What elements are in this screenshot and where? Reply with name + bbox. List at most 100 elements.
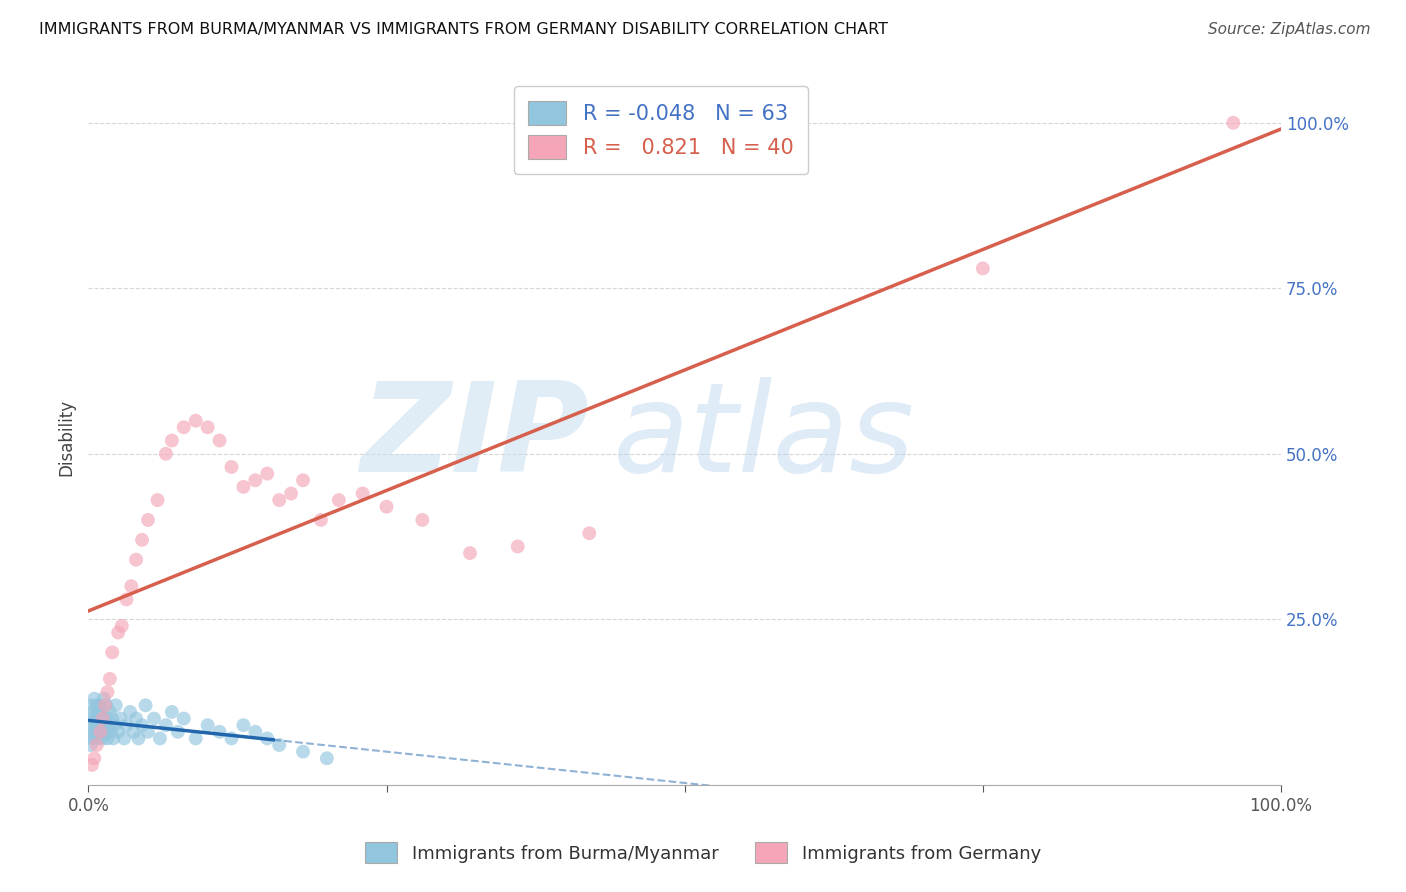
- Point: [82, 705, 104, 719]
- Point: [245, 724, 267, 739]
- Point: [89, 724, 111, 739]
- Point: [115, 592, 138, 607]
- Point: [93, 691, 115, 706]
- Point: [100, 724, 122, 739]
- Point: [197, 718, 219, 732]
- Point: [131, 718, 153, 732]
- Point: [506, 540, 529, 554]
- Point: [83, 724, 105, 739]
- Point: [166, 724, 188, 739]
- Point: [972, 261, 994, 276]
- Point: [86, 698, 108, 713]
- Point: [309, 513, 332, 527]
- Point: [232, 480, 254, 494]
- Point: [136, 513, 159, 527]
- Point: [131, 533, 153, 547]
- Point: [91, 731, 114, 746]
- Point: [146, 493, 169, 508]
- Point: [80, 731, 103, 746]
- Point: [98, 705, 121, 719]
- Text: IMMIGRANTS FROM BURMA/MYANMAR VS IMMIGRANTS FROM GERMANY DISABILITY CORRELATION : IMMIGRANTS FROM BURMA/MYANMAR VS IMMIGRA…: [39, 22, 889, 37]
- Point: [94, 698, 117, 713]
- Point: [125, 712, 148, 726]
- Point: [90, 724, 112, 739]
- Point: [120, 579, 142, 593]
- Point: [89, 698, 111, 713]
- Legend: R = -0.048   N = 63, R =   0.821   N = 40: R = -0.048 N = 63, R = 0.821 N = 40: [513, 87, 808, 174]
- Point: [352, 486, 374, 500]
- Point: [197, 420, 219, 434]
- Point: [96, 712, 118, 726]
- Point: [221, 731, 243, 746]
- Point: [232, 718, 254, 732]
- Point: [107, 724, 129, 739]
- Point: [280, 486, 302, 500]
- Point: [411, 513, 433, 527]
- Point: [173, 712, 195, 726]
- Point: [101, 645, 124, 659]
- Point: [221, 460, 243, 475]
- Point: [160, 705, 183, 719]
- Text: ZIP: ZIP: [360, 376, 589, 498]
- Point: [292, 473, 315, 487]
- Point: [1222, 116, 1244, 130]
- Point: [89, 718, 111, 732]
- Point: [87, 705, 110, 719]
- Point: [269, 738, 291, 752]
- Point: [93, 718, 115, 732]
- Point: [208, 724, 231, 739]
- Text: Source: ZipAtlas.com: Source: ZipAtlas.com: [1208, 22, 1371, 37]
- Point: [173, 420, 195, 434]
- Point: [83, 691, 105, 706]
- Point: [86, 718, 108, 732]
- Y-axis label: Disability: Disability: [58, 399, 75, 475]
- Point: [87, 724, 110, 739]
- Point: [155, 718, 177, 732]
- Point: [149, 731, 172, 746]
- Point: [83, 751, 105, 765]
- Point: [104, 718, 127, 732]
- Point: [135, 698, 157, 713]
- Point: [122, 724, 145, 739]
- Point: [125, 552, 148, 566]
- Point: [375, 500, 398, 514]
- Point: [328, 493, 350, 508]
- Point: [120, 705, 142, 719]
- Point: [98, 672, 121, 686]
- Point: [292, 745, 315, 759]
- Point: [458, 546, 481, 560]
- Point: [143, 712, 166, 726]
- Point: [84, 731, 107, 746]
- Point: [136, 724, 159, 739]
- Point: [96, 731, 118, 746]
- Point: [127, 731, 149, 746]
- Legend: Immigrants from Burma/Myanmar, Immigrants from Germany: Immigrants from Burma/Myanmar, Immigrant…: [354, 831, 1052, 874]
- Point: [87, 712, 110, 726]
- Point: [96, 698, 118, 713]
- Point: [155, 447, 177, 461]
- Point: [184, 731, 207, 746]
- Point: [97, 718, 120, 732]
- Point: [184, 414, 207, 428]
- Point: [256, 731, 278, 746]
- Point: [82, 718, 104, 732]
- Point: [256, 467, 278, 481]
- Point: [79, 724, 101, 739]
- Point: [208, 434, 231, 448]
- Point: [269, 493, 291, 508]
- Point: [110, 712, 132, 726]
- Point: [103, 731, 125, 746]
- Point: [91, 712, 114, 726]
- Point: [315, 751, 337, 765]
- Point: [87, 731, 110, 746]
- Point: [112, 731, 135, 746]
- Point: [94, 724, 117, 739]
- Point: [84, 712, 107, 726]
- Point: [245, 473, 267, 487]
- Point: [578, 526, 600, 541]
- Point: [91, 712, 114, 726]
- Point: [160, 434, 183, 448]
- Point: [104, 698, 127, 713]
- Point: [107, 625, 129, 640]
- Point: [111, 619, 134, 633]
